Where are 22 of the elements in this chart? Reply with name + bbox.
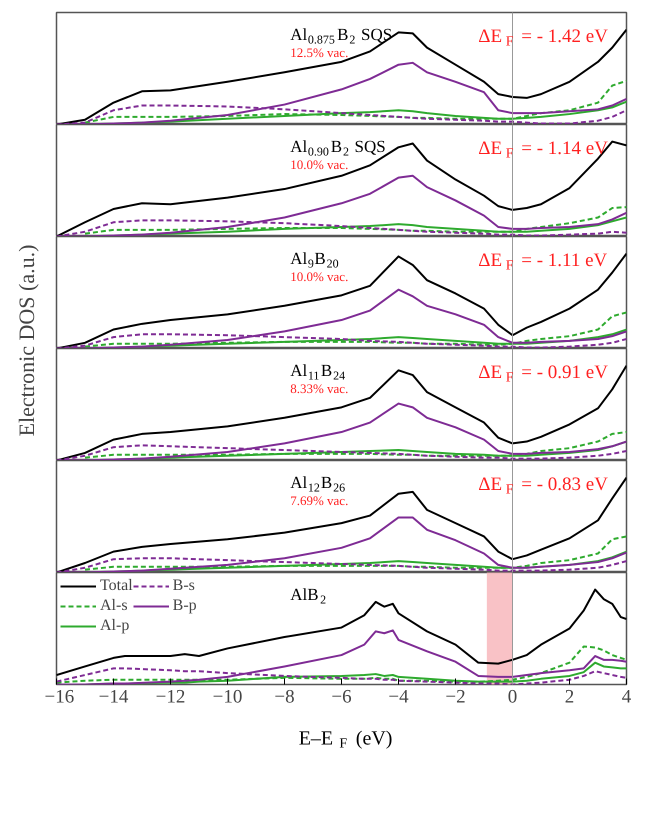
x-tick-label: 2 [564,686,574,708]
x-tick-label: −12 [156,686,186,708]
annotation: 7.69% vac. [290,493,348,508]
x-tick-label: −14 [98,686,129,708]
x-tick-label: −4 [388,686,410,708]
annotation: 8.33% vac. [290,381,348,396]
x-tick-label: −8 [274,686,295,708]
legend-label: B-s [172,577,195,595]
legend-label: Al-s [100,597,128,615]
x-tick-label: 4 [622,686,632,708]
x-tick-label: 0 [508,686,518,708]
legend-label: Total [100,577,133,595]
x-tick-label: −2 [445,686,466,708]
y-axis-title: Electronic DOS (a.u.) [14,244,39,436]
legend-label: Al-p [100,617,130,635]
annotation: 10.0% vac. [290,269,348,284]
legend-label: B-p [172,597,197,615]
x-tick-label: −6 [331,686,352,708]
annotation: 10.0% vac. [290,157,348,172]
x-tick-label: −16 [44,686,74,708]
annotation: 12.5% vac. [290,45,348,60]
x-tick-label: −10 [212,686,242,708]
